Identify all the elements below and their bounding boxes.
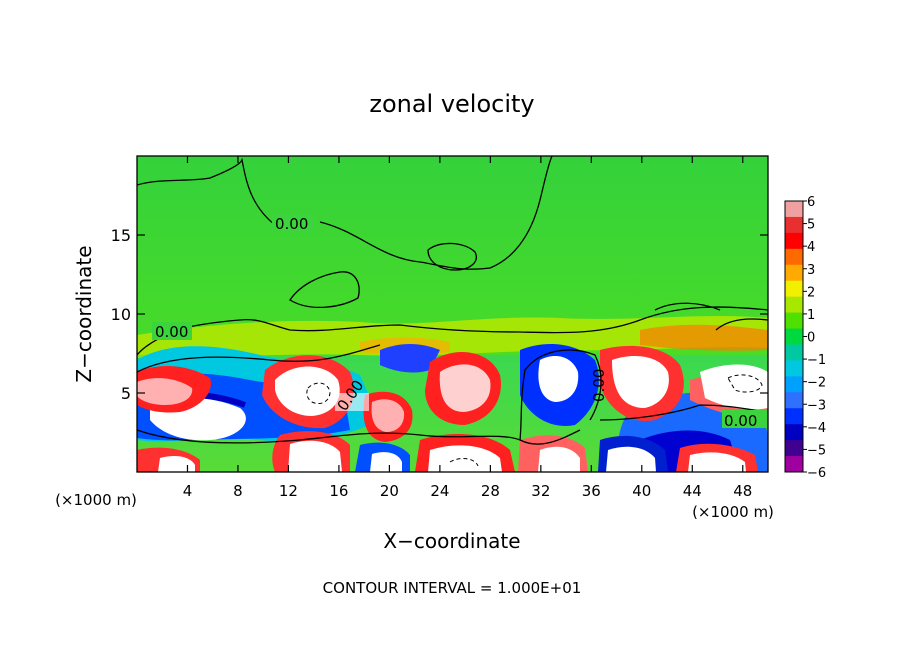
colorbar-swatch (785, 280, 803, 298)
colorbar-tick-label: 4 (807, 240, 815, 255)
contour-label: 0.00 (275, 215, 308, 233)
chart-title: zonal velocity (369, 90, 534, 118)
colorbar-tick-label: −5 (807, 443, 826, 458)
y-tick-label: 5 (121, 384, 131, 403)
colorbar-swatch (785, 392, 803, 409)
contour-lines (137, 156, 768, 445)
contour-label: 0.00 (590, 369, 608, 402)
colorbar-tick-label: −6 (807, 466, 826, 481)
colorbar-tick-label: 0 (807, 331, 815, 346)
colorbar-swatch (785, 216, 803, 234)
colorbar-tick-label: 1 (807, 308, 815, 323)
colorbar-tick-label: 6 (807, 195, 815, 210)
x-tick-label: 40 (632, 482, 651, 500)
y-axis-label: Z−coordinate (72, 245, 96, 382)
colorbar-swatch (785, 296, 803, 314)
colorbar-swatch (785, 232, 803, 250)
colorbar-tick-label: 3 (807, 263, 815, 278)
colorbar-tick-label: 5 (807, 218, 815, 233)
x-tick-label: 12 (279, 482, 298, 500)
colorbar: 6 5 4 3 2 1 0 −1 −2 −3 −4 −5 −6 (784, 195, 826, 481)
colorbar-swatch (785, 312, 803, 330)
contour-labels: 0.00 0.00 0.00 0.00 0.00 (152, 214, 768, 430)
colorbar-tick-label: 2 (807, 285, 815, 300)
colorbar-swatch (785, 248, 803, 266)
colorbar-swatch (785, 408, 803, 425)
x-unit-right: (×1000 m) (692, 503, 774, 521)
colorbar-swatch (785, 424, 803, 441)
colorbar-tick-label: −1 (807, 353, 826, 368)
plot-area: 0.00 0.00 0.00 0.00 0.00 (137, 156, 768, 472)
x-tick-label: 44 (683, 482, 702, 500)
contour-label: 0.00 (724, 412, 757, 430)
colorbar-swatch (785, 201, 803, 218)
colorbar-swatch (785, 360, 803, 377)
contour-interval: CONTOUR INTERVAL = 1.000E+01 (323, 579, 582, 597)
x-tick-label: 4 (183, 482, 193, 500)
colorbar-swatch (785, 456, 803, 473)
colorbar-swatch (785, 376, 803, 393)
warm-streak-1 (640, 324, 768, 351)
x-tick-label: 20 (380, 482, 399, 500)
x-tick-label: 32 (531, 482, 550, 500)
x-axis: 4 8 12 16 20 24 28 32 36 40 44 48 (183, 156, 752, 500)
y-axis: 5 10 15 (111, 226, 768, 403)
colorbar-tick-label: −4 (807, 421, 826, 436)
contour-label: 0.00 (155, 323, 188, 341)
x-tick-label: 8 (233, 482, 243, 500)
y-tick-label: 10 (111, 305, 131, 324)
x-tick-label: 16 (329, 482, 348, 500)
colorbar-tick-label: −2 (807, 376, 826, 391)
x-tick-label: 28 (481, 482, 500, 500)
colorbar-swatch (785, 344, 803, 361)
x-tick-label: 36 (582, 482, 601, 500)
colorbar-swatch (785, 440, 803, 457)
dashed-contours (306, 374, 763, 467)
x-tick-label: 24 (430, 482, 449, 500)
colorbar-tick-label: −3 (807, 398, 826, 413)
x-tick-label: 48 (733, 482, 752, 500)
x-axis-label: X−coordinate (383, 529, 520, 553)
x-unit-left: (×1000 m) (55, 491, 137, 509)
y-tick-label: 15 (111, 226, 131, 245)
colorbar-swatch (785, 264, 803, 282)
colorbar-swatch (785, 328, 803, 345)
